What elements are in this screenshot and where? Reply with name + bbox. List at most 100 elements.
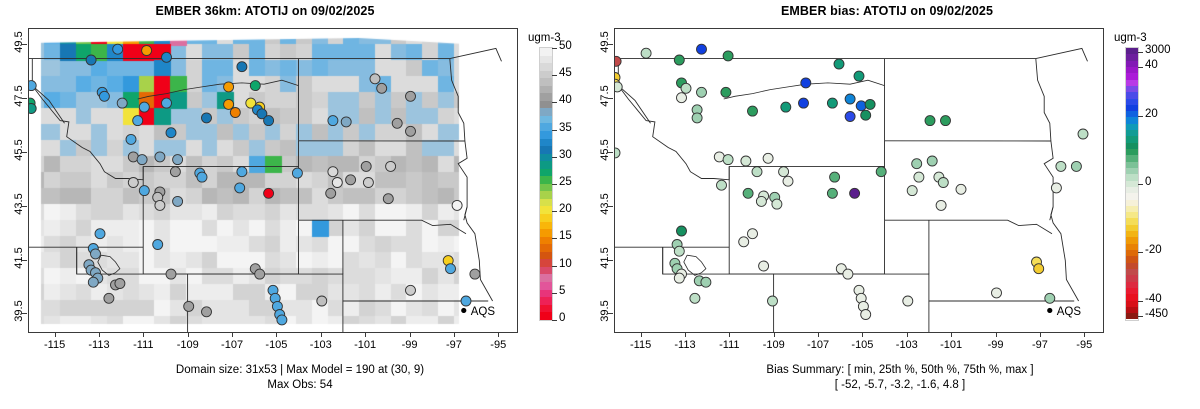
obs-marker[interactable] <box>782 175 794 187</box>
obs-marker[interactable] <box>169 166 181 178</box>
obs-marker[interactable] <box>376 82 388 94</box>
obs-marker[interactable] <box>196 171 208 183</box>
obs-marker[interactable] <box>391 117 403 129</box>
obs-marker[interactable] <box>132 115 144 127</box>
obs-marker[interactable] <box>90 248 101 260</box>
obs-marker[interactable] <box>103 292 115 304</box>
obs-marker[interactable] <box>327 166 339 178</box>
obs-marker[interactable] <box>201 306 212 318</box>
obs-marker[interactable] <box>937 177 949 188</box>
obs-marker[interactable] <box>263 115 275 127</box>
obs-marker[interactable] <box>382 193 394 205</box>
obs-marker[interactable] <box>451 199 463 211</box>
obs-marker[interactable] <box>829 171 841 183</box>
observation-markers[interactable] <box>28 43 481 326</box>
obs-marker[interactable] <box>853 70 865 82</box>
obs-marker[interactable] <box>138 101 150 113</box>
obs-marker[interactable] <box>738 236 750 248</box>
obs-marker[interactable] <box>833 58 845 70</box>
obs-marker[interactable] <box>161 97 172 109</box>
obs-marker[interactable] <box>141 45 153 56</box>
obs-marker[interactable] <box>614 147 621 159</box>
map-canvas-right[interactable]: AQS <box>614 28 1104 333</box>
obs-marker[interactable] <box>345 174 357 186</box>
obs-marker[interactable] <box>747 228 758 240</box>
obs-marker[interactable] <box>722 154 734 166</box>
obs-marker[interactable] <box>673 245 685 257</box>
obs-marker[interactable] <box>842 268 854 280</box>
obs-marker[interactable] <box>385 160 397 172</box>
obs-marker[interactable] <box>405 125 416 137</box>
obs-marker[interactable] <box>138 185 150 197</box>
obs-marker[interactable] <box>369 73 381 85</box>
obs-marker[interactable] <box>913 171 925 183</box>
obs-marker[interactable] <box>249 80 261 92</box>
obs-marker[interactable] <box>98 90 110 102</box>
obs-marker[interactable] <box>640 47 652 59</box>
obs-marker[interactable] <box>223 81 235 93</box>
obs-marker[interactable] <box>229 107 241 118</box>
obs-marker[interactable] <box>614 55 622 67</box>
obs-marker[interactable] <box>924 115 936 127</box>
obs-marker[interactable] <box>136 154 148 166</box>
obs-marker[interactable] <box>405 284 416 296</box>
obs-marker[interactable] <box>87 276 99 288</box>
obs-marker[interactable] <box>747 105 758 117</box>
obs-marker[interactable] <box>469 268 481 280</box>
obs-marker[interactable] <box>116 97 128 109</box>
obs-marker[interactable] <box>700 276 712 288</box>
obs-marker[interactable] <box>28 80 37 92</box>
map-canvas-left[interactable]: AQS <box>28 28 518 333</box>
obs-marker[interactable] <box>864 98 876 110</box>
obs-marker[interactable] <box>926 155 938 167</box>
obs-marker[interactable] <box>716 179 727 191</box>
obs-marker[interactable] <box>935 199 947 211</box>
obs-marker[interactable] <box>673 272 685 284</box>
obs-marker[interactable] <box>740 155 752 167</box>
obs-marker[interactable] <box>316 295 328 307</box>
obs-marker[interactable] <box>360 160 372 172</box>
obs-marker[interactable] <box>236 61 248 73</box>
obs-marker[interactable] <box>742 187 754 199</box>
obs-marker[interactable] <box>849 187 861 199</box>
obs-marker[interactable] <box>85 54 97 66</box>
obs-marker[interactable] <box>780 101 792 113</box>
obs-marker[interactable] <box>263 187 275 199</box>
obs-marker[interactable] <box>614 81 623 93</box>
obs-marker[interactable] <box>800 77 812 89</box>
obs-marker[interactable] <box>152 239 164 250</box>
obs-marker[interactable] <box>826 187 838 199</box>
obs-marker[interactable] <box>291 167 303 179</box>
obs-marker[interactable] <box>28 103 37 114</box>
obs-marker[interactable] <box>902 295 914 307</box>
obs-marker[interactable] <box>127 177 139 188</box>
obs-marker[interactable] <box>1077 128 1089 140</box>
obs-marker[interactable] <box>445 263 456 275</box>
obs-marker[interactable] <box>696 86 707 98</box>
obs-marker[interactable] <box>276 314 288 326</box>
obs-marker[interactable] <box>758 260 770 272</box>
obs-marker[interactable] <box>165 127 177 139</box>
obs-marker[interactable] <box>362 177 374 188</box>
obs-marker[interactable] <box>720 86 732 98</box>
obs-marker[interactable] <box>844 111 856 122</box>
obs-marker[interactable] <box>1070 160 1082 172</box>
obs-marker[interactable] <box>906 185 918 197</box>
obs-marker[interactable] <box>234 182 246 194</box>
obs-marker[interactable] <box>172 195 184 207</box>
obs-marker[interactable] <box>767 295 778 307</box>
obs-marker[interactable] <box>254 268 266 280</box>
obs-marker[interactable] <box>201 112 212 124</box>
obs-marker[interactable] <box>94 228 106 240</box>
obs-marker[interactable] <box>245 97 257 109</box>
obs-marker[interactable] <box>154 199 166 211</box>
obs-marker[interactable] <box>154 151 166 163</box>
obs-marker[interactable] <box>1055 160 1067 172</box>
obs-marker[interactable] <box>844 93 856 105</box>
obs-marker[interactable] <box>405 90 416 102</box>
obs-marker[interactable] <box>696 43 707 55</box>
obs-marker[interactable] <box>680 82 692 94</box>
obs-marker[interactable] <box>256 108 268 120</box>
obs-marker[interactable] <box>1033 263 1045 275</box>
obs-marker[interactable] <box>1050 182 1062 194</box>
